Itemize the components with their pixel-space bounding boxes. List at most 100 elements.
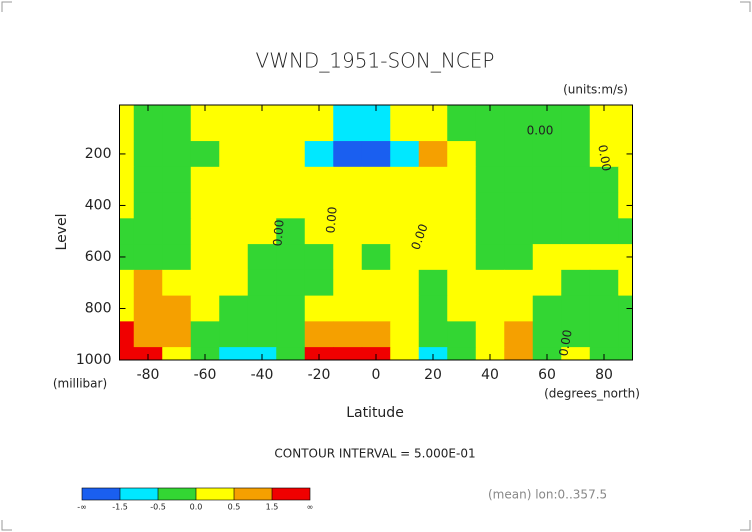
contour-cell: [418, 295, 448, 322]
contour-cell: [219, 218, 249, 245]
contour-cell: [333, 192, 363, 219]
x-tick-label: -40: [251, 367, 274, 383]
contour-cell: [390, 244, 420, 271]
contour-cell: [276, 166, 306, 194]
y-tick-label: 1000: [76, 352, 112, 368]
contour-cell: [561, 321, 591, 348]
contour-cell: [333, 269, 363, 297]
contour-cell: [532, 141, 562, 168]
colorbar-swatch: [196, 488, 234, 500]
contour-cell: [133, 166, 163, 194]
contour-cell: [618, 218, 633, 245]
contour-cell: [276, 105, 306, 142]
contour-cell: [532, 166, 562, 194]
contour-cell: [133, 347, 163, 361]
footnote: (mean) lon:0..357.5: [488, 488, 607, 502]
contour-cell: [618, 105, 633, 142]
contour-cell: [589, 244, 619, 271]
y-tick-label: 200: [85, 146, 112, 162]
contour-cell: [418, 105, 448, 142]
contour-cell: [333, 141, 363, 168]
contour-cell: [532, 295, 562, 322]
colorbar-label: 0.0: [190, 503, 203, 512]
contour-label: 0.00: [527, 124, 554, 138]
contour-cell: [219, 166, 249, 194]
contour-cell: [276, 347, 306, 361]
contour-cell: [247, 141, 277, 168]
contour-cell: [418, 269, 448, 297]
contour-label: 0.00: [270, 219, 286, 247]
contour-cell: [304, 269, 334, 297]
contour-cell: [247, 295, 277, 322]
contour-cell: [361, 269, 391, 297]
contour-cell: [447, 192, 477, 219]
contour-cell: [219, 321, 249, 348]
x-tick-label: 40: [481, 367, 499, 383]
contour-cell: [247, 166, 277, 194]
contour-cell: [561, 218, 591, 245]
contour-cell: [190, 105, 220, 142]
contour-cell: [361, 141, 391, 168]
contour-cell: [618, 166, 633, 194]
contour-cell: [618, 244, 633, 271]
contour-cell: [119, 141, 135, 168]
contour-cell: [333, 321, 363, 348]
units: (units:m/s): [563, 83, 628, 97]
contour-cell: [561, 166, 591, 194]
contour-cell: [304, 321, 334, 348]
contour-label: 0.00: [595, 144, 613, 173]
contour-cell: [162, 244, 192, 271]
contour-cell: [133, 105, 163, 142]
contour-cell: [276, 192, 306, 219]
contour-cell: [475, 105, 505, 142]
chart-title: VWND_1951-SON_NCEP: [256, 49, 495, 73]
colorbar-label: -0.5: [150, 503, 166, 512]
contour-cell: [119, 347, 135, 361]
contour-cell: [304, 347, 334, 361]
contour-cell: [504, 321, 534, 348]
contour-cell: [447, 105, 477, 142]
contour-cell: [190, 141, 220, 168]
contour-cell: [532, 192, 562, 219]
contour-cell: [589, 347, 619, 361]
x-axis-label: Latitude: [346, 405, 404, 421]
x-tick-label: 20: [424, 367, 442, 383]
contour-cell: [119, 218, 135, 245]
contour-cell: [504, 105, 534, 142]
contour-cell: [447, 347, 477, 361]
contour-cell: [219, 192, 249, 219]
contour-cell: [304, 105, 334, 142]
contour-cell: [133, 141, 163, 168]
contour-cell: [504, 141, 534, 168]
contour-cell: [561, 347, 591, 361]
contour-cell: [447, 141, 477, 168]
contour-cell: [119, 244, 135, 271]
y-tick-label: 800: [85, 300, 112, 316]
x-axis-unit: (degrees_north): [544, 387, 640, 401]
contour-cell: [447, 166, 477, 194]
contour-cell: [247, 218, 277, 245]
contour-cell: [247, 269, 277, 297]
contour-cell: [475, 295, 505, 322]
contour-cell: [561, 141, 591, 168]
contour-cell: [504, 218, 534, 245]
contour-interval: CONTOUR INTERVAL = 5.000E-01: [274, 447, 475, 461]
contour-cell: [532, 347, 562, 361]
contour-cell: [561, 105, 591, 142]
contour-cell: [532, 244, 562, 271]
contour-cell: [247, 321, 277, 348]
contour-cell: [390, 347, 420, 361]
x-tick-label: -20: [308, 367, 331, 383]
contour-cell: [589, 105, 619, 142]
contour-cell: [390, 166, 420, 194]
contour-cell: [219, 269, 249, 297]
contour-cell: [119, 269, 135, 297]
contour-cell: [618, 347, 633, 361]
contour-cell: [390, 218, 420, 245]
contour-cell: [304, 166, 334, 194]
contour-cell: [475, 347, 505, 361]
contour-cell: [504, 295, 534, 322]
contour-cell: [418, 218, 448, 245]
colorbar-label: 1.5: [266, 503, 279, 512]
